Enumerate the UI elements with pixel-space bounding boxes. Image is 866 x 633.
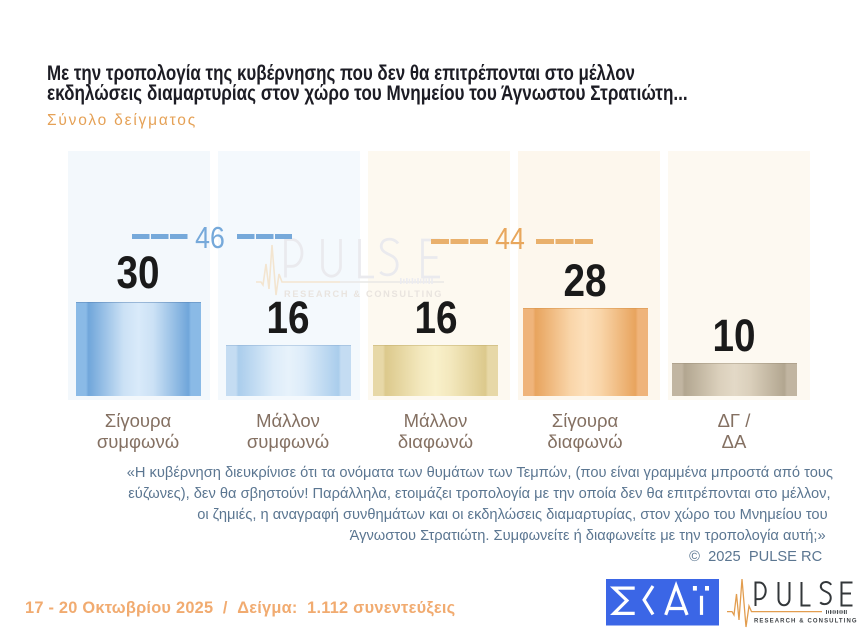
svg-text:RESEARCH & CONSULTING: RESEARCH & CONSULTING: [284, 289, 443, 299]
svg-text:RESEARCH & CONSULTING: RESEARCH & CONSULTING: [754, 619, 858, 625]
